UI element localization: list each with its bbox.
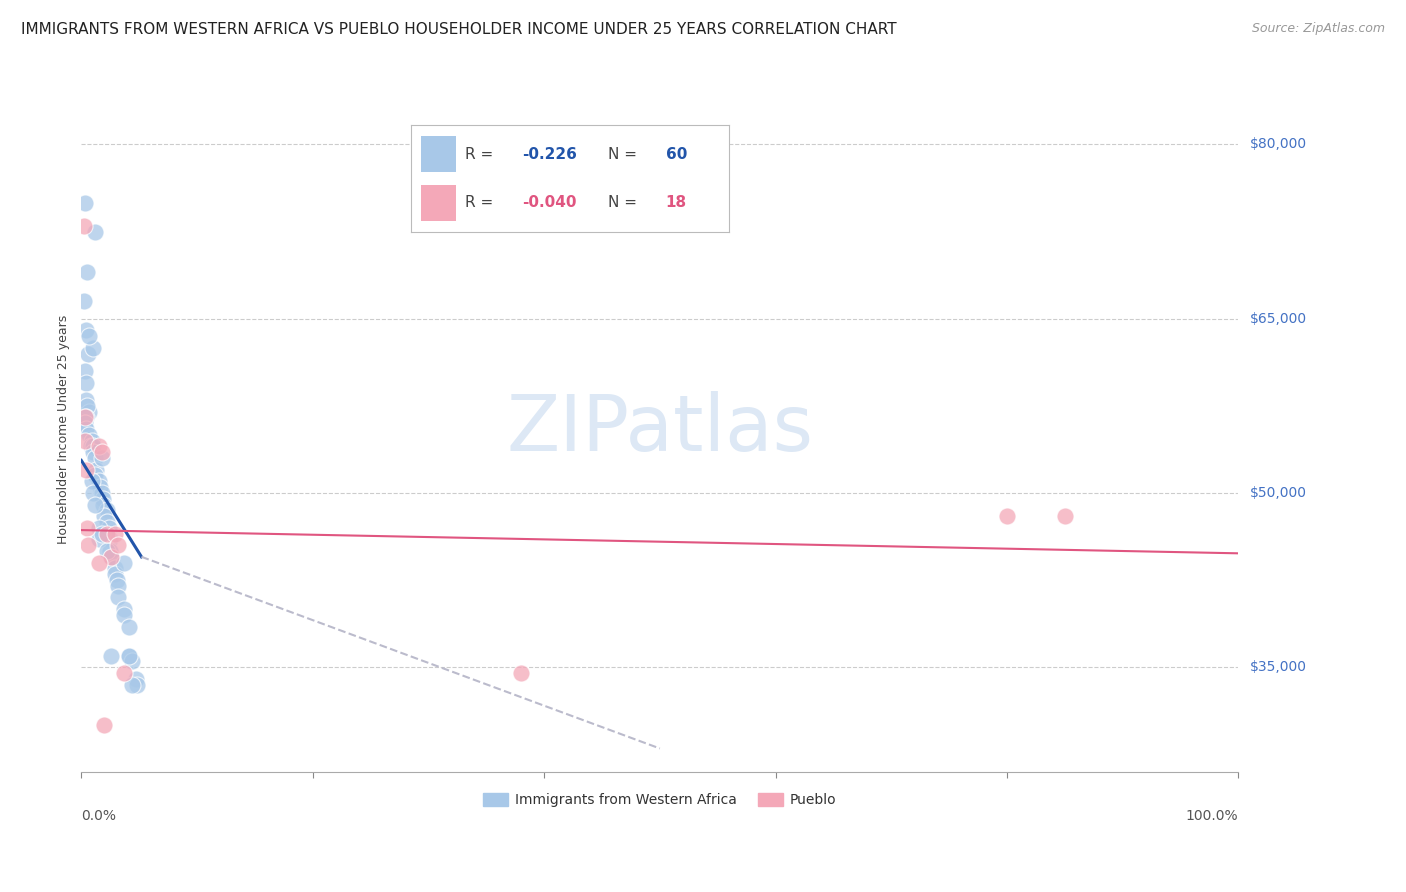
Point (79, 440, 101, 454)
Text: $80,000: $80,000 (1250, 137, 1306, 152)
Point (84, 498, 107, 512)
Point (87, 475, 110, 489)
Point (118, 619, 141, 633)
Point (72, 219, 94, 233)
Point (121, 654, 143, 668)
Point (82, 440, 104, 454)
Point (100, 549, 122, 564)
Point (76, 399, 98, 413)
Point (80, 475, 103, 489)
Point (82, 445, 104, 459)
Point (82, 341, 104, 355)
Point (118, 648, 141, 663)
Point (112, 665, 135, 680)
Point (98, 544, 121, 558)
Point (84, 468, 107, 483)
Point (84, 225, 107, 239)
Point (91, 451, 114, 466)
Point (93, 509, 115, 524)
Text: $65,000: $65,000 (1250, 311, 1306, 326)
Point (118, 648, 141, 663)
Point (91, 445, 114, 459)
Text: $35,000: $35,000 (1250, 660, 1306, 674)
Point (121, 677, 143, 691)
Point (84, 451, 107, 466)
Point (112, 556, 135, 570)
Point (75, 410, 97, 425)
Text: Source: ZipAtlas.com: Source: ZipAtlas.com (1251, 22, 1385, 36)
Point (98, 533, 121, 547)
Text: IMMIGRANTS FROM WESTERN AFRICA VS PUEBLO HOUSEHOLDER INCOME UNDER 25 YEARS CORRE: IMMIGRANTS FROM WESTERN AFRICA VS PUEBLO… (21, 22, 897, 37)
Point (112, 602, 135, 616)
Point (104, 561, 127, 575)
Point (75, 463, 97, 477)
Point (73, 410, 96, 425)
Point (79, 404, 101, 418)
Point (125, 677, 148, 691)
Point (100, 549, 122, 564)
Point (96, 503, 118, 517)
Point (100, 648, 122, 663)
Y-axis label: Householder Income Under 25 years: Householder Income Under 25 years (58, 314, 70, 543)
Point (87, 440, 110, 454)
Point (75, 392, 97, 407)
Point (510, 665, 533, 680)
Point (75, 323, 97, 337)
Point (107, 579, 129, 593)
Point (104, 526, 127, 541)
Point (80, 434, 103, 448)
Text: 0.0%: 0.0% (82, 809, 117, 823)
Point (79, 427, 101, 442)
Point (87, 533, 110, 547)
Point (77, 346, 100, 360)
Point (93, 718, 115, 732)
Point (73, 434, 96, 448)
Point (98, 521, 121, 535)
Legend: Immigrants from Western Africa, Pueblo: Immigrants from Western Africa, Pueblo (478, 788, 842, 813)
Point (112, 607, 135, 622)
Point (1053, 509, 1076, 524)
Point (96, 515, 118, 529)
Point (105, 573, 128, 587)
Point (75, 376, 97, 390)
Text: $50,000: $50,000 (1250, 486, 1306, 500)
Point (73, 416, 96, 430)
Point (87, 521, 110, 535)
Point (107, 591, 129, 605)
Point (76, 265, 98, 279)
Text: ZIPatlas: ZIPatlas (506, 391, 813, 467)
Point (72, 294, 94, 309)
Point (76, 521, 98, 535)
Point (104, 567, 127, 582)
Text: 100.0%: 100.0% (1185, 809, 1239, 823)
Point (86, 463, 108, 477)
Point (91, 526, 114, 541)
Point (107, 538, 129, 552)
Point (91, 491, 114, 506)
Point (82, 486, 104, 500)
Point (96, 544, 118, 558)
Point (77, 538, 100, 552)
Point (79, 329, 101, 343)
Point (124, 672, 146, 686)
Point (96, 526, 118, 541)
Point (89, 480, 111, 494)
Point (995, 509, 1018, 524)
Point (91, 486, 114, 500)
Point (73, 195, 96, 210)
Point (87, 556, 110, 570)
Point (91, 498, 114, 512)
Point (75, 422, 97, 436)
Point (73, 364, 96, 378)
